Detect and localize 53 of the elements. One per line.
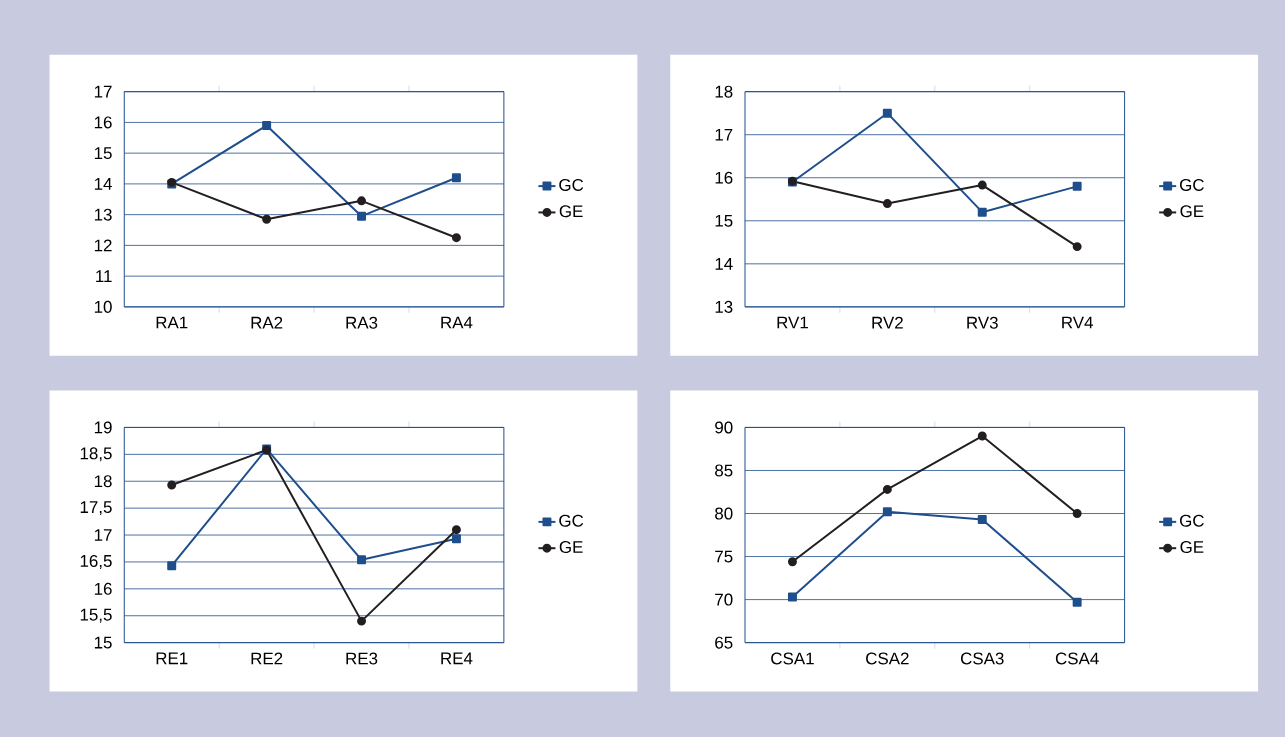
y-tick-label: 17 bbox=[715, 128, 733, 141]
x-tick-label: CSA2 bbox=[866, 652, 909, 665]
y-tick-label: 16,5 bbox=[80, 554, 112, 569]
x-tick-label: CSA1 bbox=[771, 652, 814, 665]
y-tick-label: 17,5 bbox=[80, 501, 112, 515]
x-tick-label: CSA4 bbox=[1055, 652, 1099, 665]
y-tick-label: 15 bbox=[715, 214, 733, 227]
y-tick-label: 15 bbox=[94, 147, 112, 159]
y-tick-label: 18 bbox=[94, 475, 112, 488]
y-tick-label: 90 bbox=[715, 421, 733, 434]
y-tick-label: 14 bbox=[715, 257, 733, 270]
x-tick-label: RA3 bbox=[346, 316, 378, 329]
y-tick-label: 11 bbox=[96, 270, 112, 282]
x-tick-label: RA2 bbox=[251, 316, 283, 329]
y-tick-label: 17 bbox=[94, 85, 112, 98]
y-tick-label: 80 bbox=[715, 507, 733, 520]
x-tick-label: RV4 bbox=[1062, 316, 1093, 329]
x-tick-label: RE4 bbox=[441, 652, 473, 664]
y-tick-label: 18,5 bbox=[80, 447, 112, 462]
y-tick-label: 15 bbox=[94, 636, 112, 649]
y-tick-label: 85 bbox=[715, 464, 733, 477]
legend-label: GE bbox=[559, 540, 583, 553]
y-tick-label: 16 bbox=[94, 582, 112, 595]
legend-label: GC bbox=[559, 178, 584, 191]
legend-label: GC bbox=[1180, 514, 1204, 527]
x-tick-label: RV3 bbox=[967, 316, 998, 329]
y-tick-label: 13 bbox=[94, 208, 112, 221]
y-tick-label: 16 bbox=[715, 171, 733, 184]
x-tick-label: RV2 bbox=[872, 316, 903, 329]
y-tick-label: 17 bbox=[94, 529, 112, 541]
legend-label: GC bbox=[559, 514, 584, 527]
y-tick-label: 15,5 bbox=[80, 608, 112, 623]
y-tick-label: 75 bbox=[715, 550, 733, 563]
y-tick-label: 65 bbox=[715, 636, 733, 649]
legend-label: GC bbox=[1180, 178, 1204, 191]
y-tick-label: 18 bbox=[715, 85, 733, 98]
y-tick-label: 70 bbox=[715, 593, 733, 606]
x-tick-label: RE2 bbox=[251, 652, 283, 665]
x-tick-label: RA1 bbox=[156, 316, 188, 329]
y-tick-label: 19 bbox=[94, 421, 112, 434]
y-tick-label: 10 bbox=[94, 300, 112, 313]
x-tick-label: RV1 bbox=[777, 316, 808, 329]
x-tick-label: RE1 bbox=[156, 652, 188, 664]
y-tick-label: 13 bbox=[715, 300, 733, 313]
y-tick-label: 12 bbox=[94, 239, 112, 252]
y-tick-label: 14 bbox=[94, 177, 112, 190]
x-tick-label: CSA3 bbox=[960, 652, 1004, 665]
legend-label: GE bbox=[559, 205, 583, 218]
legend-label: GE bbox=[1180, 540, 1204, 553]
y-tick-label: 16 bbox=[94, 116, 112, 129]
legend-label: GE bbox=[1180, 205, 1204, 218]
x-tick-label: RE3 bbox=[346, 652, 378, 665]
x-tick-label: RA4 bbox=[441, 316, 473, 329]
